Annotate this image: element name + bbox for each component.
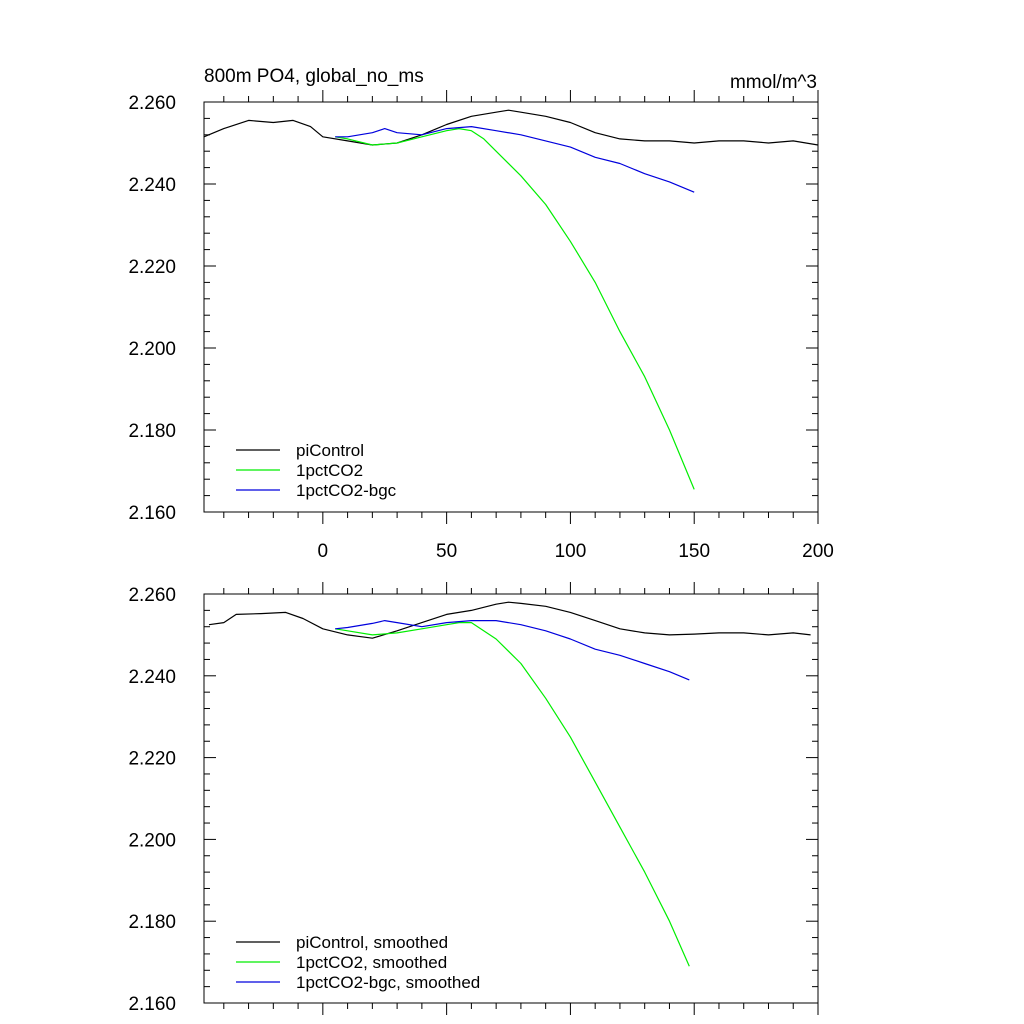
series-line-2	[335, 128, 695, 490]
y-tick-label: 2.160	[128, 994, 176, 1015]
series-line-3	[335, 619, 690, 681]
legend-label: 1pctCO2-bgc, smoothed	[296, 973, 480, 992]
legend-label: piControl, smoothed	[296, 933, 448, 952]
series-line-1	[203, 109, 819, 146]
bottom-panel: 2.160 2.180 2.200 2.220 2.240 2.260 piControl,…	[128, 582, 819, 1015]
y-tick-label: 2.160	[128, 503, 176, 524]
y-tick-label: 2.260	[128, 585, 176, 606]
y-tick-label: 2.220	[128, 257, 176, 278]
x-tick-label: 50	[436, 541, 457, 562]
legend-label: 1pctCO2, smoothed	[296, 953, 447, 972]
y-tick-label: 2.240	[128, 667, 176, 688]
units-label: mmol/m^3	[730, 72, 817, 93]
series-line-2	[335, 621, 690, 967]
y-tick-label: 2.180	[128, 421, 176, 442]
x-tick-label: 150	[678, 541, 710, 562]
y-tick-label: 2.180	[128, 912, 176, 933]
legend-label: 1pctCO2-bgc	[296, 481, 397, 500]
legend-label: 1pctCO2	[296, 461, 363, 480]
x-tick-label: 0	[318, 541, 329, 562]
series-line-1	[208, 601, 811, 639]
plot-frame	[203, 593, 819, 1004]
y-tick-label: 2.200	[128, 339, 176, 360]
legend-label: piControl	[296, 441, 364, 460]
top-panel: 2.160 2.180 2.200 2.220 2.240 2.260 0 50 100 150 2…	[128, 66, 833, 562]
series-line-3	[335, 125, 695, 193]
plot-frame	[203, 101, 819, 513]
y-tick-label: 2.220	[128, 749, 176, 770]
x-tick-label: 200	[802, 541, 834, 562]
y-tick-label: 2.200	[128, 830, 176, 851]
chart-title: 800m PO4, global_no_ms	[204, 66, 424, 87]
x-tick-label: 100	[555, 541, 587, 562]
y-tick-label: 2.240	[128, 175, 176, 196]
y-tick-label: 2.260	[128, 93, 176, 114]
